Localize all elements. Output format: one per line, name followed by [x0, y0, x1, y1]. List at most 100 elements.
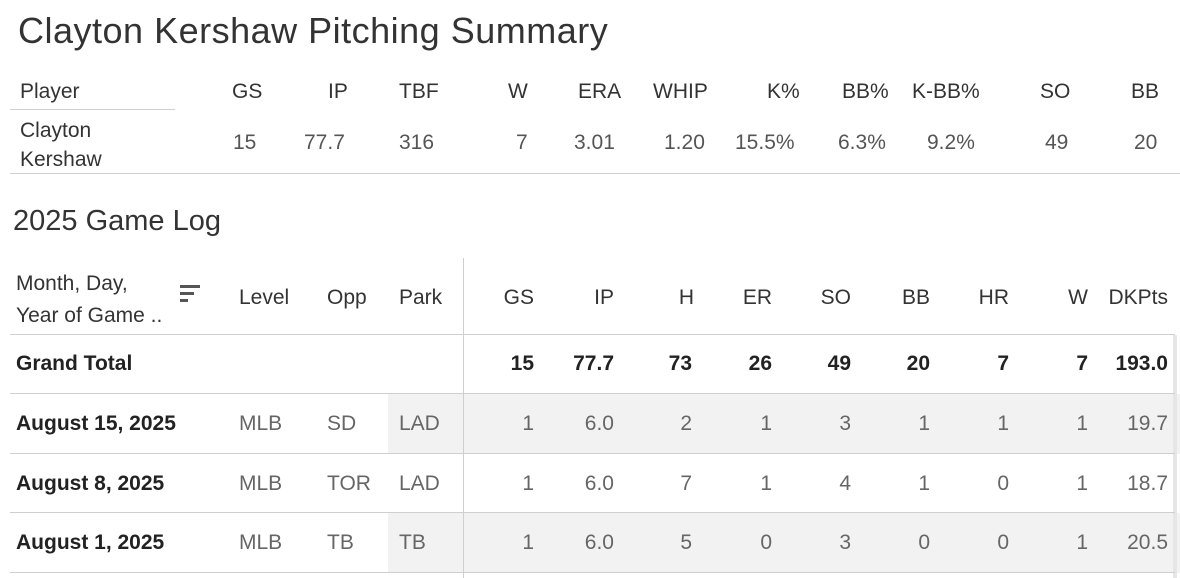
header-w: W [1068, 286, 1088, 309]
row-level: MLB [239, 412, 283, 435]
summary-header-so: SO [1040, 80, 1071, 103]
summary-value-ip: 77.7 [304, 131, 345, 154]
game-log-title: 2025 Game Log [13, 205, 221, 237]
summary-header-divider [10, 109, 175, 110]
row-divider [10, 453, 1175, 454]
row-opp: SD [327, 412, 357, 435]
row-so: 3 [839, 531, 851, 554]
summary-header-tbf: TBF [399, 80, 439, 103]
grand-total-er: 26 [748, 352, 772, 375]
park-shade [388, 513, 464, 573]
summary-header-kbbpct: K-BB% [912, 80, 980, 103]
grand-total-dkpts: 193.0 [1115, 352, 1168, 375]
summary-player-name: Clayton Kershaw [20, 119, 102, 171]
summary-value-whip: 1.20 [664, 131, 705, 154]
summary-value-era: 3.01 [574, 131, 615, 154]
grand-total-gs: 15 [510, 352, 534, 375]
header-h: H [678, 286, 694, 309]
row-park: LAD [399, 412, 440, 435]
row-dkpts: 19.7 [1127, 412, 1168, 435]
grand-total-ip: 77.7 [573, 352, 614, 375]
row-park: LAD [399, 472, 440, 495]
summary-header-bb: BB [1131, 80, 1160, 103]
column-divider [463, 258, 464, 578]
row-date: August 1, 2025 [16, 531, 165, 554]
row-shade [464, 394, 1180, 454]
summary-header-player: Player [20, 80, 80, 103]
header-park: Park [399, 286, 443, 309]
row-so: 4 [839, 472, 851, 495]
row-ip: 6.0 [584, 412, 614, 435]
sort-descending-icon[interactable] [180, 285, 202, 305]
row-dkpts: 20.5 [1127, 531, 1168, 554]
row-gs: 1 [522, 531, 534, 554]
header-divider [10, 334, 1175, 335]
row-w: 1 [1076, 412, 1088, 435]
header-hr: HR [978, 286, 1009, 309]
summary-value-kpct: 15.5% [735, 131, 795, 154]
header-ip: IP [594, 286, 614, 309]
row-er: 1 [760, 472, 772, 495]
summary-header-ip: IP [328, 80, 348, 103]
summary-header-kpct: K% [767, 80, 800, 103]
summary-bottom-divider [10, 173, 1180, 174]
row-divider [10, 512, 1175, 513]
row-divider [10, 572, 1175, 573]
row-h: 5 [680, 531, 692, 554]
row-hr: 0 [997, 531, 1009, 554]
summary-header-bbpct: BB% [842, 80, 889, 103]
summary-header-whip: WHIP [653, 80, 708, 103]
row-bb: 1 [918, 472, 930, 495]
page-title: Clayton Kershaw Pitching Summary [18, 10, 609, 51]
row-hr: 1 [997, 412, 1009, 435]
grand-total-label: Grand Total [16, 352, 133, 375]
grand-total-w: 7 [1076, 352, 1088, 375]
grand-total-bb: 20 [906, 352, 930, 375]
row-er: 1 [760, 412, 772, 435]
row-w: 1 [1076, 531, 1088, 554]
row-shade [464, 513, 1180, 573]
row-dkpts: 18.7 [1127, 472, 1168, 495]
row-hr: 0 [997, 472, 1009, 495]
summary-value-tbf: 316 [399, 131, 435, 154]
row-opp: TOR [327, 472, 371, 495]
row-ip: 6.0 [584, 472, 614, 495]
header-opp: Opp [327, 286, 367, 309]
row-ip: 6.0 [584, 531, 614, 554]
row-divider [10, 393, 1175, 394]
header-level: Level [239, 286, 290, 309]
header-bb: BB [901, 286, 930, 309]
grand-total-so: 49 [827, 352, 851, 375]
park-shade [388, 394, 464, 454]
row-gs: 1 [522, 412, 534, 435]
row-h: 7 [680, 472, 692, 495]
row-bb: 0 [918, 531, 930, 554]
grand-total-hr: 7 [997, 352, 1009, 375]
summary-value-bbpct: 6.3% [838, 131, 886, 154]
date-column-header[interactable]: Month, Day, Year of Game .. [16, 272, 163, 327]
grand-total-h: 73 [668, 352, 692, 375]
row-er: 0 [760, 531, 772, 554]
summary-header-w: W [508, 80, 528, 103]
summary-value-bb: 20 [1134, 131, 1158, 154]
row-bb: 1 [918, 412, 930, 435]
summary-value-so: 49 [1045, 131, 1069, 154]
row-level: MLB [239, 472, 283, 495]
row-park: TB [399, 531, 426, 554]
row-level: MLB [239, 531, 283, 554]
summary-value-w: 7 [516, 131, 528, 154]
summary-value-kbbpct: 9.2% [927, 131, 975, 154]
row-date: August 15, 2025 [16, 412, 176, 435]
header-dkpts: DKPts [1108, 286, 1168, 309]
header-so: SO [820, 286, 851, 309]
summary-value-gs: 15 [233, 131, 257, 154]
scrollbar[interactable] [1173, 335, 1177, 578]
summary-header-gs: GS [232, 80, 263, 103]
row-opp: TB [327, 531, 354, 554]
header-gs: GS [503, 286, 534, 309]
row-so: 3 [839, 412, 851, 435]
row-date: August 8, 2025 [16, 472, 165, 495]
row-gs: 1 [522, 472, 534, 495]
row-w: 1 [1076, 472, 1088, 495]
summary-header-era: ERA [578, 80, 622, 103]
